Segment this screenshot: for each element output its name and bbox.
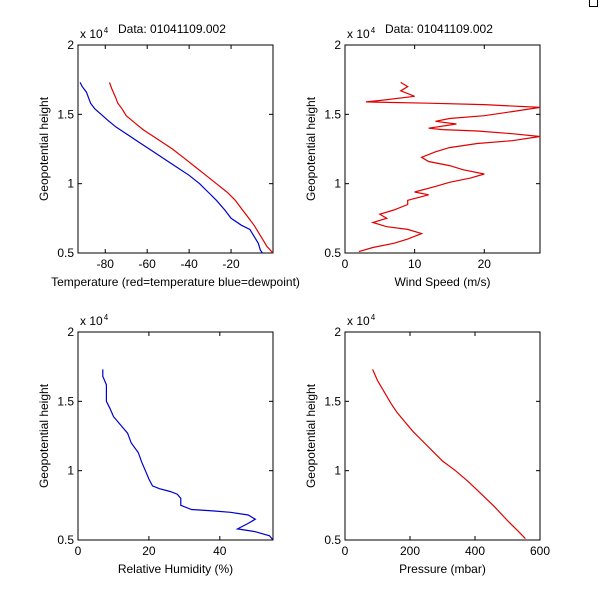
y-tick-label: 2 — [334, 38, 341, 52]
y-tick-label: 1.5 — [57, 107, 74, 121]
x-tick-label: 400 — [465, 544, 485, 558]
y-tick-label: 2 — [67, 38, 74, 52]
y-exponent-label: x 104 — [80, 26, 109, 41]
y-exponent-label: x 104 — [347, 313, 376, 328]
x-tick-label: 600 — [530, 544, 550, 558]
x-tick-label: 0 — [342, 544, 349, 558]
chart-title: Data: 01041109.002 — [385, 22, 493, 36]
y-axis-label: Geopotential height — [37, 96, 51, 201]
window-corner-box — [589, 0, 598, 7]
x-tick-label: -20 — [222, 257, 240, 271]
x-tick-label: 20 — [478, 257, 492, 271]
x-tick-label: 200 — [400, 544, 420, 558]
y-exponent-power: 4 — [371, 313, 376, 322]
y-exponent-label: x 104 — [80, 313, 109, 328]
y-tick-label: 0.5 — [57, 533, 74, 547]
y-tick-label: 1 — [334, 177, 341, 191]
y-tick-label: 2 — [334, 325, 341, 339]
chart-title: Data: 01041109.002 — [118, 22, 226, 36]
x-tick-label: -40 — [180, 257, 198, 271]
x-tick-label: 0 — [342, 257, 349, 271]
x-tick-label: -80 — [97, 257, 115, 271]
subplot-3: 0 20 40 0.5 1 1.5 2 x 104 Relative Humidity (%) G… — [37, 313, 274, 576]
subplot-2: 0 10 20 0.5 1 1.5 2 x 104 Data: 01041109.002 Wind… — [304, 22, 541, 289]
series-line-red — [108, 82, 274, 254]
y-axis-label: Geopotential height — [304, 383, 318, 488]
series-line-red — [358, 81, 541, 253]
subplot-4: 0 200 400 600 0.5 1 1.5 2 x 104 Pressure (mbar) Ge… — [304, 313, 550, 576]
y-tick-label: 1 — [67, 177, 74, 191]
y-tick-label: 1 — [67, 464, 74, 478]
x-tick-label: 40 — [213, 544, 227, 558]
y-exponent-label: x 104 — [347, 26, 376, 41]
x-tick-label: -60 — [139, 257, 157, 271]
series-line-blue — [102, 369, 274, 541]
y-axis-label: Geopotential height — [37, 383, 51, 488]
subplot-1: -80 -60 -40 -20 0.5 1 1.5 2 x 104 Data: 01041109.… — [37, 22, 300, 289]
y-exponent-power: 4 — [104, 313, 109, 322]
y-tick-label: 1.5 — [324, 107, 341, 121]
y-tick-label: 0.5 — [324, 246, 341, 260]
y-tick-label: 2 — [67, 325, 74, 339]
y-tick-label: 1.5 — [324, 394, 341, 408]
y-tick-label: 0.5 — [57, 246, 74, 260]
x-axis-label: Relative Humidity (%) — [118, 562, 233, 576]
y-tick-label: 1 — [334, 464, 341, 478]
y-exponent-power: 4 — [371, 26, 376, 35]
axes-frame — [77, 331, 274, 541]
y-axis-label: Geopotential height — [304, 96, 318, 201]
series-line-red — [372, 369, 526, 540]
x-axis-label: Wind Speed (m/s) — [394, 275, 490, 289]
x-axis-label: Temperature (red=temperature blue=dewpoi… — [51, 275, 300, 289]
axes-frame — [77, 44, 274, 254]
x-tick-label: 20 — [142, 544, 156, 558]
y-tick-label: 1.5 — [57, 394, 74, 408]
axes-frame — [344, 44, 541, 254]
series-line-blue — [79, 82, 263, 254]
x-axis-label: Pressure (mbar) — [399, 562, 486, 576]
y-exponent-power: 4 — [104, 26, 109, 35]
x-tick-label: 0 — [75, 544, 82, 558]
x-tick-label: 10 — [408, 257, 422, 271]
y-tick-label: 0.5 — [324, 533, 341, 547]
axes-frame — [344, 331, 541, 541]
